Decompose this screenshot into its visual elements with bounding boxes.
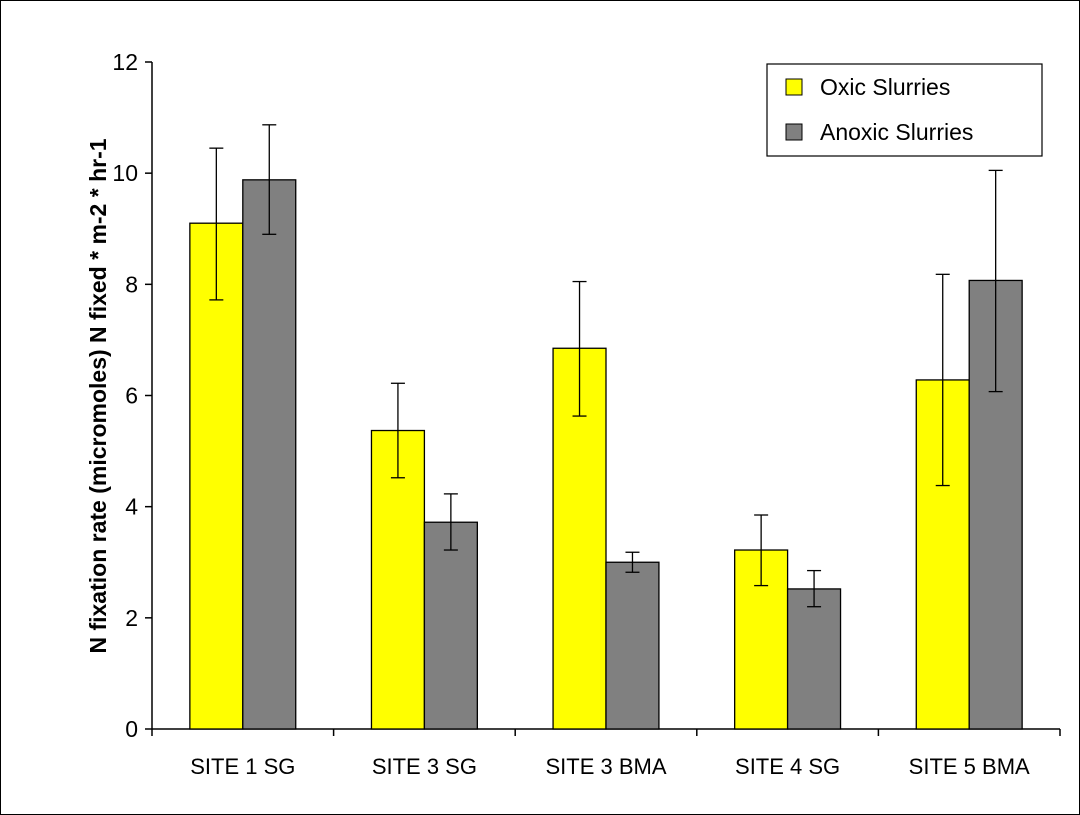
legend-swatch-anoxic bbox=[785, 123, 803, 141]
x-category-label: SITE 3 BMA bbox=[545, 754, 666, 779]
legend-swatch-oxic bbox=[785, 78, 803, 96]
x-category-label: SITE 4 SG bbox=[735, 754, 840, 779]
x-category-label: SITE 5 BMA bbox=[909, 754, 1030, 779]
y-ticks: 0 2 4 6 8 10 12 bbox=[112, 49, 152, 742]
y-tick-label: 0 bbox=[125, 716, 138, 742]
legend-box bbox=[766, 63, 1043, 157]
y-tick-label: 6 bbox=[125, 383, 138, 409]
legend-label-oxic: Oxic Slurries bbox=[820, 74, 950, 100]
bar-anoxic bbox=[423, 521, 478, 730]
legend: Oxic Slurries Anoxic Slurries bbox=[766, 63, 1043, 157]
legend-label-anoxic: Anoxic Slurries bbox=[820, 119, 973, 145]
y-tick-label: 2 bbox=[125, 605, 138, 631]
y-tick-label: 8 bbox=[125, 271, 138, 297]
x-category-label: SITE 1 SG bbox=[190, 754, 295, 779]
y-tick-label: 10 bbox=[112, 160, 138, 186]
y-tick-label: 12 bbox=[112, 49, 138, 75]
bar-anoxic bbox=[242, 179, 297, 730]
y-tick-label: 4 bbox=[125, 494, 138, 520]
x-category-label: SITE 3 SG bbox=[372, 754, 477, 779]
x-ticks: SITE 1 SG SITE 3 SG SITE 3 BMA SITE 4 SG SIT… bbox=[151, 729, 1061, 779]
error-bars bbox=[209, 124, 1003, 608]
bar-anoxic bbox=[786, 588, 842, 730]
y-axis-title: N fixation rate (micromoles) N fixed * m… bbox=[85, 138, 111, 653]
bars bbox=[189, 179, 1023, 730]
bar-anoxic bbox=[605, 561, 660, 730]
